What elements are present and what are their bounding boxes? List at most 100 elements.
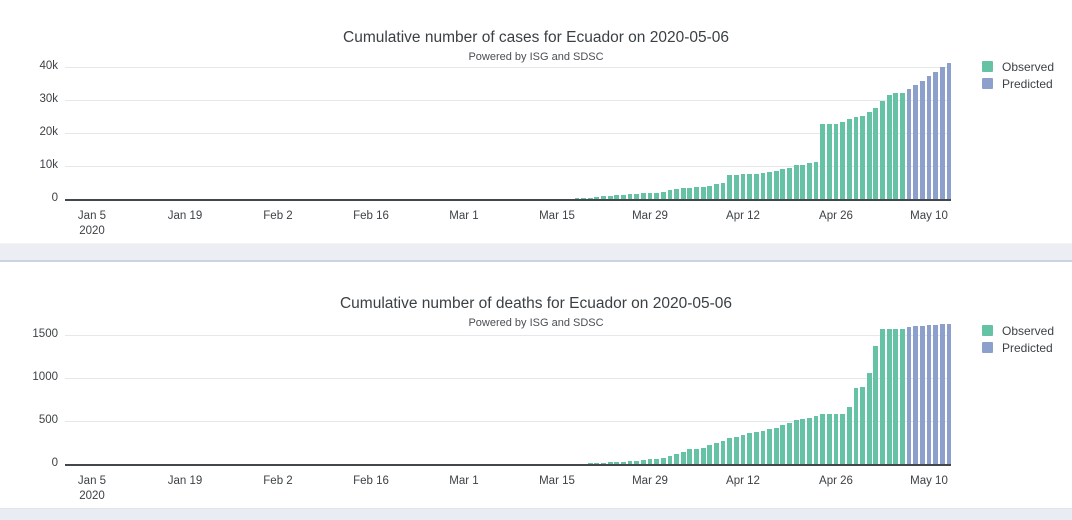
observed-bar[interactable]: [587, 463, 593, 464]
observed-bar[interactable]: [640, 192, 646, 199]
observed-bar[interactable]: [873, 108, 879, 199]
observed-bar[interactable]: [866, 111, 872, 199]
predicted-bar[interactable]: [926, 76, 932, 199]
observed-bar[interactable]: [833, 123, 839, 199]
cases-plot-area[interactable]: 0 10k 20k 30k 40k Jan 5 2020 Jan 19 Feb 2 Feb 16 M…: [0, 6, 1072, 244]
observed-bar[interactable]: [733, 436, 739, 464]
legend-item-observed[interactable]: Observed: [982, 322, 1054, 339]
observed-bar[interactable]: [840, 414, 846, 464]
observed-bar[interactable]: [654, 458, 660, 464]
observed-bar[interactable]: [800, 164, 806, 199]
observed-bar[interactable]: [807, 417, 812, 464]
observed-bar[interactable]: [594, 463, 600, 464]
observed-bar[interactable]: [694, 186, 699, 199]
observed-bar[interactable]: [601, 462, 606, 464]
observed-bar[interactable]: [846, 118, 852, 199]
observed-bar[interactable]: [833, 414, 839, 464]
observed-bar[interactable]: [621, 461, 626, 464]
observed-bar[interactable]: [714, 443, 719, 464]
observed-bar[interactable]: [760, 172, 766, 199]
observed-bar[interactable]: [727, 175, 733, 199]
observed-bar[interactable]: [753, 173, 759, 199]
observed-bar[interactable]: [893, 93, 899, 199]
observed-bar[interactable]: [886, 329, 892, 464]
predicted-bar[interactable]: [913, 326, 919, 464]
observed-bar[interactable]: [667, 456, 673, 464]
observed-bar[interactable]: [720, 440, 726, 464]
observed-bar[interactable]: [674, 188, 679, 199]
observed-bar[interactable]: [753, 432, 759, 464]
observed-bar[interactable]: [714, 184, 719, 199]
observed-bar[interactable]: [893, 329, 899, 464]
observed-bar[interactable]: [687, 187, 693, 199]
observed-bar[interactable]: [793, 420, 799, 464]
observed-bar[interactable]: [860, 116, 865, 199]
observed-bar[interactable]: [813, 415, 819, 464]
observed-bar[interactable]: [880, 329, 885, 464]
observed-bar[interactable]: [660, 191, 666, 199]
observed-bar[interactable]: [760, 430, 766, 464]
observed-bar[interactable]: [787, 423, 792, 464]
observed-bar[interactable]: [747, 174, 753, 199]
observed-bar[interactable]: [820, 123, 826, 199]
observed-bar[interactable]: [866, 372, 872, 464]
predicted-bar[interactable]: [939, 323, 945, 464]
predicted-bar[interactable]: [906, 89, 912, 199]
observed-bar[interactable]: [740, 435, 746, 464]
observed-bar[interactable]: [800, 419, 806, 464]
observed-bar[interactable]: [853, 388, 859, 464]
observed-bar[interactable]: [826, 414, 832, 464]
observed-bar[interactable]: [614, 195, 620, 199]
predicted-bar[interactable]: [919, 325, 925, 464]
observed-bar[interactable]: [707, 185, 713, 199]
observed-bar[interactable]: [601, 196, 606, 199]
observed-bar[interactable]: [654, 192, 660, 199]
observed-bar[interactable]: [574, 198, 580, 199]
legend-item-observed[interactable]: Observed: [982, 58, 1054, 75]
observed-bar[interactable]: [581, 198, 586, 199]
observed-bar[interactable]: [614, 461, 620, 464]
observed-bar[interactable]: [733, 174, 739, 199]
observed-bar[interactable]: [773, 171, 779, 199]
observed-bar[interactable]: [780, 424, 786, 464]
predicted-bar[interactable]: [906, 327, 912, 464]
observed-bar[interactable]: [687, 449, 693, 464]
observed-bar[interactable]: [780, 169, 786, 199]
observed-bar[interactable]: [900, 93, 905, 199]
observed-bar[interactable]: [820, 414, 826, 464]
observed-bar[interactable]: [694, 448, 699, 464]
observed-bar[interactable]: [747, 433, 753, 464]
predicted-bar[interactable]: [939, 67, 945, 199]
predicted-bar[interactable]: [933, 324, 939, 464]
observed-bar[interactable]: [700, 186, 706, 199]
observed-bar[interactable]: [660, 457, 666, 464]
observed-bar[interactable]: [621, 195, 626, 199]
observed-bar[interactable]: [727, 438, 733, 464]
predicted-bar[interactable]: [919, 80, 925, 199]
predicted-bar[interactable]: [946, 62, 952, 199]
observed-bar[interactable]: [647, 192, 653, 199]
observed-bar[interactable]: [807, 163, 812, 199]
observed-bar[interactable]: [627, 194, 633, 199]
observed-bar[interactable]: [846, 406, 852, 464]
observed-bar[interactable]: [873, 346, 879, 464]
predicted-bar[interactable]: [926, 325, 932, 464]
observed-bar[interactable]: [853, 117, 859, 199]
observed-bar[interactable]: [627, 461, 633, 464]
observed-bar[interactable]: [886, 94, 892, 199]
observed-bar[interactable]: [900, 329, 905, 464]
observed-bar[interactable]: [587, 197, 593, 199]
observed-bar[interactable]: [767, 429, 772, 464]
observed-bar[interactable]: [787, 167, 792, 199]
observed-bar[interactable]: [720, 182, 726, 199]
observed-bar[interactable]: [767, 171, 772, 199]
observed-bar[interactable]: [607, 195, 613, 199]
observed-bar[interactable]: [840, 122, 846, 199]
observed-bar[interactable]: [826, 123, 832, 199]
observed-bar[interactable]: [594, 197, 600, 199]
observed-bar[interactable]: [880, 101, 885, 199]
observed-bar[interactable]: [860, 386, 865, 464]
observed-bar[interactable]: [680, 451, 686, 464]
observed-bar[interactable]: [700, 447, 706, 464]
deaths-plot-area[interactable]: 0 500 1000 1500 Jan 5 2020 Jan 19 Feb 2 Feb 16 Ma…: [0, 262, 1072, 508]
